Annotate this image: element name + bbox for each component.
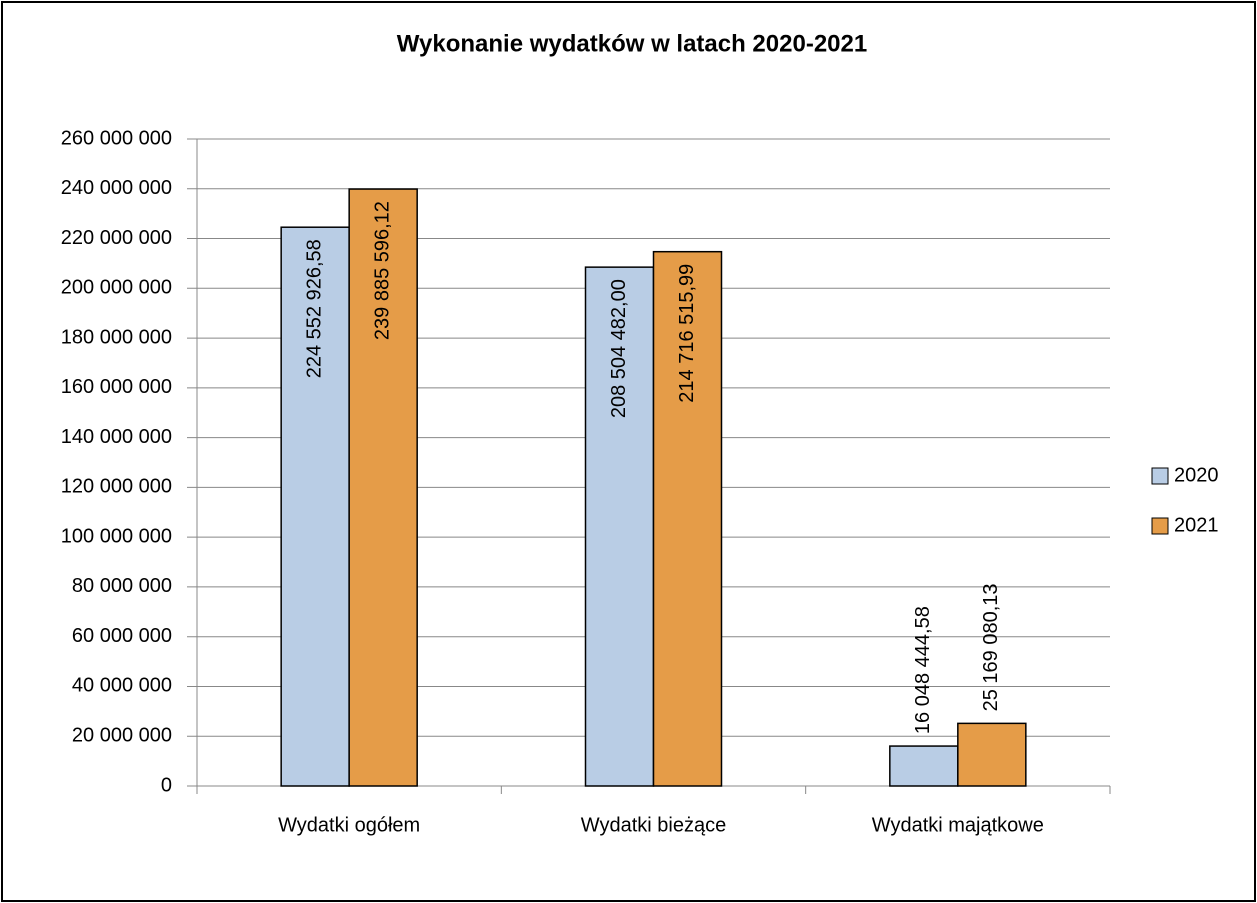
y-tick-label: 200 000 000 xyxy=(61,277,172,299)
bar xyxy=(280,226,350,787)
y-tick-label: 160 000 000 xyxy=(61,376,172,398)
bar xyxy=(652,250,723,787)
y-tick-label: 140 000 000 xyxy=(61,426,172,448)
data-label: 239 885 596,12 xyxy=(371,201,393,340)
y-tick-label: 80 000 000 xyxy=(72,575,172,597)
data-label: 16 048 444,58 xyxy=(912,606,934,734)
y-tick-label: 220 000 000 xyxy=(61,227,172,249)
data-label: 224 552 926,58 xyxy=(303,239,325,378)
y-tick-label: 60 000 000 xyxy=(72,625,172,647)
data-label: 214 716 515,99 xyxy=(676,264,698,403)
x-tick-label: Wydatki bieżące xyxy=(581,814,726,836)
y-tick-label: 120 000 000 xyxy=(61,476,172,498)
x-tick-label: Wydatki ogółem xyxy=(278,814,420,836)
legend-swatch xyxy=(1151,517,1169,535)
y-tick-label: 180 000 000 xyxy=(61,326,172,348)
y-tick-label: 100 000 000 xyxy=(61,525,172,547)
legend-swatch xyxy=(1151,467,1169,485)
bar xyxy=(957,722,1027,787)
legend-label: 2020 xyxy=(1174,464,1219,486)
bar xyxy=(348,188,418,787)
data-label: 208 504 482,00 xyxy=(608,279,630,418)
legend-label: 2021 xyxy=(1174,514,1219,536)
y-tick-label: 260 000 000 xyxy=(61,127,172,149)
bar xyxy=(889,745,959,787)
y-tick-label: 240 000 000 xyxy=(61,177,172,199)
y-tick-label: 20 000 000 xyxy=(72,725,172,747)
x-tick-label: Wydatki majątkowe xyxy=(872,814,1044,836)
y-tick-label: 40 000 000 xyxy=(72,675,172,697)
data-label: 25 169 080,13 xyxy=(980,583,1002,711)
y-tick-label: 0 xyxy=(161,774,172,796)
chart-title: Wykonanie wydatków w latach 2020-2021 xyxy=(397,30,867,57)
